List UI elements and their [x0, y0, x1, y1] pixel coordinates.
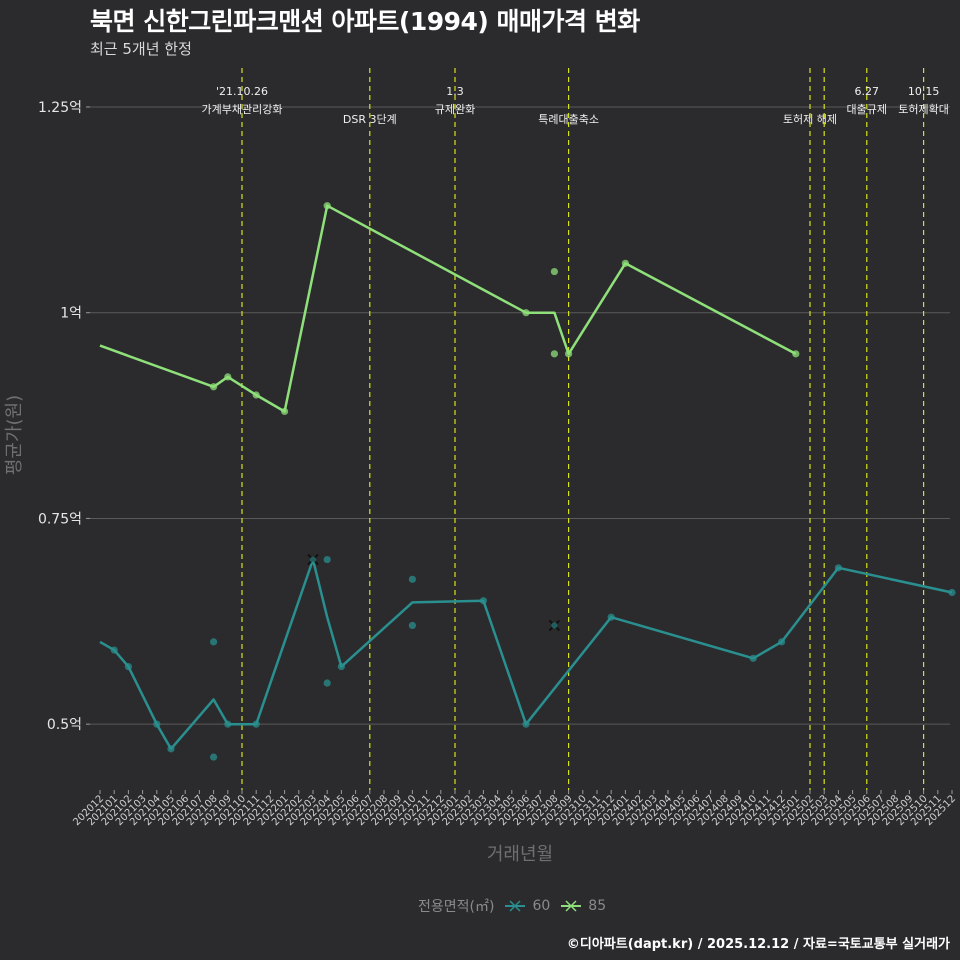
data-point-60: [479, 597, 487, 605]
x-axis-title: 거래년월: [487, 844, 553, 865]
y-axis-title: 평균가(원): [4, 395, 25, 475]
data-point-60: [310, 556, 316, 563]
event-label: 6.27: [855, 85, 880, 98]
chart-subtitle: 최근 5개년 한정: [90, 40, 192, 58]
source-caption: ©디아파트(dapt.kr) / 2025.12.12 / 자료=국토교통부 실…: [566, 937, 950, 952]
data-point-60: [124, 662, 132, 671]
data-point-60: [323, 555, 331, 564]
data-point-85: [323, 202, 331, 210]
y-tick-label: 1.25억: [38, 100, 82, 116]
data-point-60: [252, 720, 260, 728]
data-point-85: [210, 383, 218, 391]
data-point-85: [252, 391, 260, 399]
data-point-60: [948, 588, 956, 597]
data-point-85: [565, 350, 573, 358]
data-point-85: [522, 309, 530, 317]
data-point-60: [210, 753, 218, 761]
event-label: 10.15: [908, 85, 940, 98]
event-label: 특례대출축소: [538, 113, 599, 126]
data-point-60: [210, 638, 218, 646]
y-tick-label: 0.75억: [38, 511, 82, 527]
event-label: 규제완화: [435, 103, 475, 116]
legend-item-85: 85: [560, 898, 606, 914]
chart-title: 북면 신한그린파크맨션 아파트(1994) 매매가격 변화: [90, 7, 640, 36]
legend-item-60: 60: [504, 898, 550, 914]
legend-title: 전용면적(㎡): [418, 899, 495, 915]
data-point-60: [167, 745, 175, 753]
data-point-85: [281, 407, 289, 416]
event-label: 가계부채관리강화: [202, 103, 283, 116]
data-point-85: [792, 350, 800, 358]
data-point-60: [323, 679, 331, 687]
data-point-60: [337, 662, 345, 671]
data-point-60: [778, 638, 786, 646]
data-point-85: [224, 373, 232, 381]
data-point-60: [153, 720, 161, 728]
y-tick-label: 1억: [60, 306, 82, 322]
data-point-60: [749, 654, 757, 662]
data-point-85: [621, 259, 630, 267]
event-label: 토허제 해제: [783, 112, 837, 126]
event-label: 1.3: [446, 85, 464, 98]
data-point-60: [607, 613, 615, 621]
legend: 전용면적(㎡) 60 85: [418, 896, 606, 916]
data-point-60: [110, 646, 118, 654]
legend-label-60: 60: [532, 898, 551, 914]
data-point-60: [408, 575, 416, 583]
legend-label-85: 85: [588, 898, 607, 914]
event-label: DSR 3단계: [343, 113, 397, 126]
event-label: 대출규제: [847, 103, 887, 116]
data-point-60: [834, 564, 843, 572]
series-line-85: [99, 204, 797, 413]
legend-key-85-icon: [561, 900, 582, 912]
event-label: 토허제확대: [898, 103, 949, 116]
data-point-60: [551, 622, 558, 629]
data-point-60: [522, 720, 530, 728]
data-point-85: [550, 267, 559, 276]
data-point-60: [224, 720, 232, 728]
data-point-85: [550, 350, 559, 358]
event-label: '21.10.26: [216, 85, 268, 98]
legend-key-60-icon: [505, 900, 526, 912]
data-point-60: [408, 621, 416, 630]
y-tick-label: 0.5억: [47, 717, 82, 733]
